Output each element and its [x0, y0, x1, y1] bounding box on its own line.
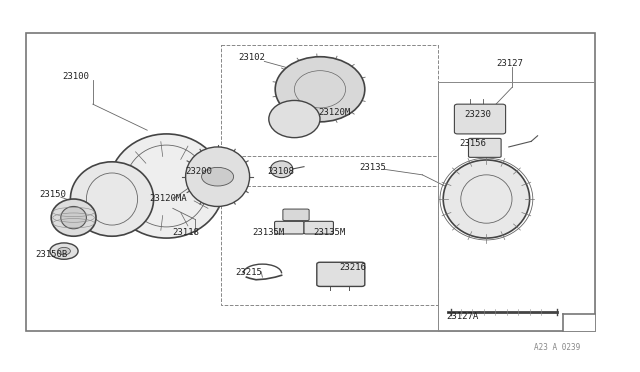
- Bar: [221, 186, 438, 305]
- FancyBboxPatch shape: [275, 221, 304, 234]
- Ellipse shape: [109, 134, 224, 238]
- Ellipse shape: [61, 206, 86, 229]
- Bar: [26, 33, 595, 331]
- Text: 23118: 23118: [173, 228, 200, 237]
- Text: 23156: 23156: [460, 139, 486, 148]
- Bar: [438, 82, 595, 331]
- FancyBboxPatch shape: [304, 221, 333, 234]
- Ellipse shape: [271, 161, 293, 178]
- Bar: [563, 314, 595, 331]
- Ellipse shape: [186, 147, 250, 206]
- FancyBboxPatch shape: [468, 138, 501, 157]
- Text: 23216: 23216: [339, 263, 366, 272]
- Text: A23 A 0239: A23 A 0239: [534, 343, 580, 352]
- Ellipse shape: [443, 160, 530, 238]
- Ellipse shape: [269, 100, 320, 138]
- Text: 23108: 23108: [268, 167, 294, 176]
- FancyBboxPatch shape: [283, 209, 309, 221]
- Bar: [221, 45, 438, 156]
- Text: 23102: 23102: [238, 53, 265, 62]
- Text: 23230: 23230: [464, 110, 491, 119]
- Text: 23150: 23150: [40, 190, 67, 199]
- Text: 23127A: 23127A: [447, 312, 479, 321]
- Text: 23100: 23100: [63, 72, 90, 81]
- Text: 23120MA: 23120MA: [149, 194, 187, 203]
- FancyBboxPatch shape: [454, 104, 506, 134]
- Text: 23120M: 23120M: [319, 108, 351, 117]
- Circle shape: [202, 167, 234, 186]
- Text: 23135M: 23135M: [314, 228, 346, 237]
- Ellipse shape: [275, 57, 365, 122]
- FancyBboxPatch shape: [317, 262, 365, 286]
- Text: 23135M: 23135M: [253, 228, 285, 237]
- Text: 23135: 23135: [360, 163, 387, 172]
- Circle shape: [58, 247, 70, 255]
- Circle shape: [50, 243, 78, 259]
- Text: 23215: 23215: [235, 268, 262, 277]
- Text: 23200: 23200: [186, 167, 212, 176]
- Ellipse shape: [51, 199, 96, 236]
- Ellipse shape: [70, 162, 154, 236]
- Text: 23150B: 23150B: [35, 250, 67, 259]
- Text: 23127: 23127: [496, 60, 523, 68]
